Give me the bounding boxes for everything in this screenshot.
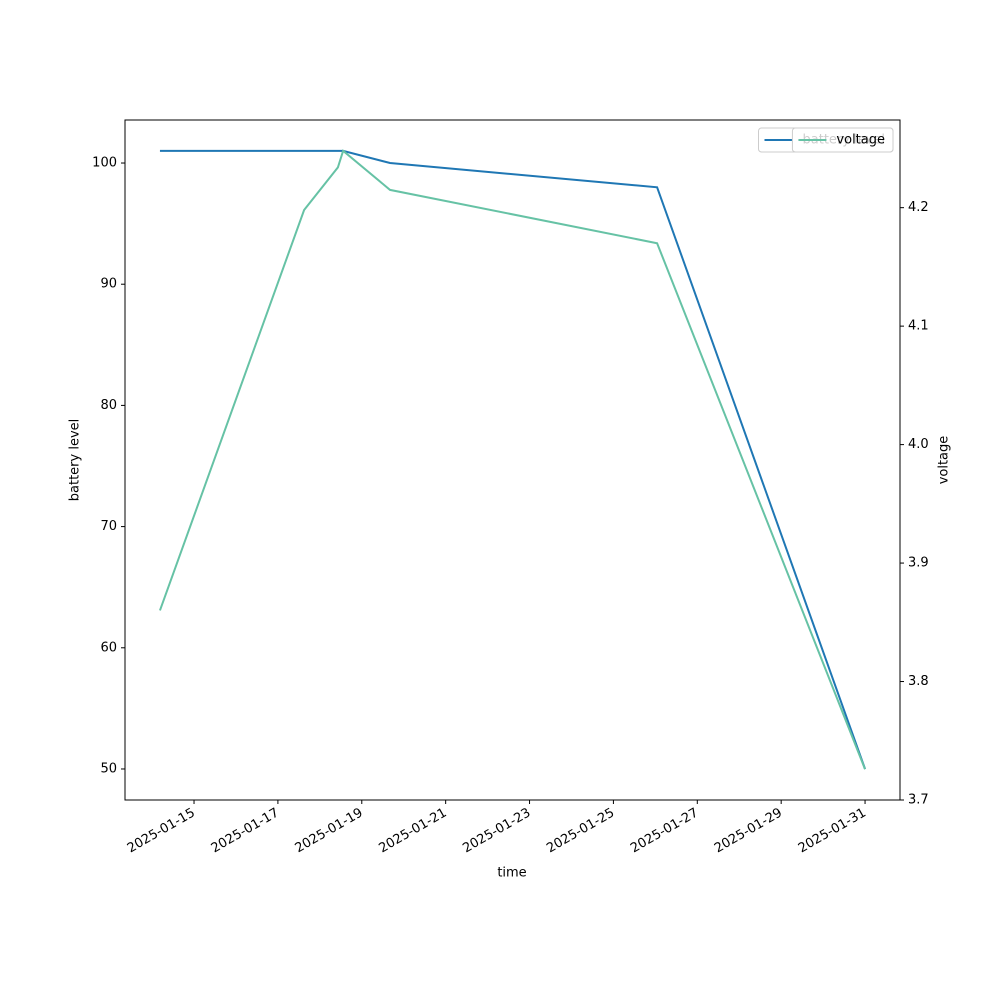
y-tick-label: 60: [100, 640, 117, 655]
y2-tick-label: 4.1: [908, 319, 929, 334]
series-line: [159, 149, 866, 770]
legend: voltage: [791, 127, 894, 153]
legend-box: [791, 127, 894, 153]
y-tick-label: 90: [100, 277, 117, 292]
y-tick-label: 100: [92, 156, 117, 171]
y2-tick-label: 4.0: [908, 437, 929, 452]
y2-tick-label: 3.8: [908, 674, 929, 689]
plot-frame: [124, 119, 901, 801]
y2-tick-label: 3.7: [908, 793, 929, 808]
x-axis-label: time: [497, 866, 526, 881]
y-axis-label: battery level: [68, 419, 83, 502]
legend-label: voltage: [836, 133, 885, 148]
y2-axis-label: voltage: [937, 436, 952, 485]
y-tick-label: 80: [100, 398, 117, 413]
y-tick-label: 50: [100, 761, 117, 776]
series-line: [159, 149, 866, 770]
y2-tick-label: 3.9: [908, 556, 929, 571]
y-tick-label: 70: [100, 519, 117, 534]
y2-tick-label: 4.2: [908, 200, 929, 215]
